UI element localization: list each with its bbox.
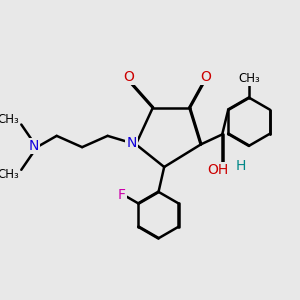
Text: CH₃: CH₃: [0, 168, 20, 182]
Text: CH₃: CH₃: [0, 113, 20, 126]
Text: OH: OH: [207, 163, 229, 177]
Text: O: O: [123, 70, 134, 84]
Text: N: N: [127, 136, 137, 150]
Text: H: H: [236, 159, 246, 172]
Text: O: O: [200, 70, 211, 84]
Text: F: F: [118, 188, 126, 202]
Text: CH₃: CH₃: [238, 72, 260, 85]
Text: N: N: [29, 139, 39, 153]
